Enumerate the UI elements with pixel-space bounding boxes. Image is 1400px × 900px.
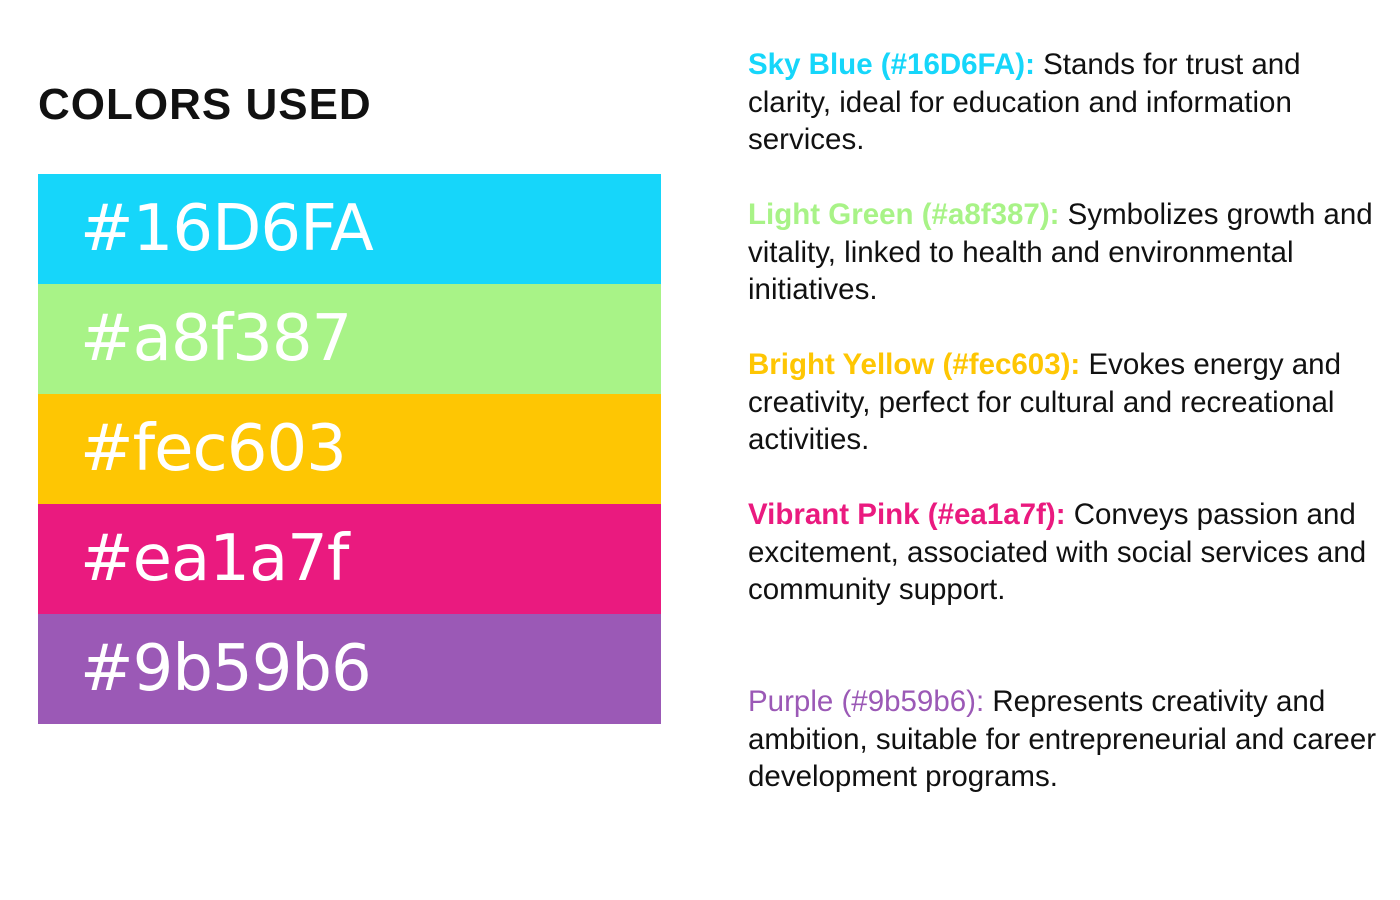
description-text: Stands for trust and clarity, ideal for … xyxy=(748,48,1301,156)
description-text: Represents creativity and ambition, suit… xyxy=(748,685,1377,793)
swatch-hex: #ea1a7f xyxy=(80,522,349,596)
swatch-sky-blue: #16D6FA xyxy=(38,174,661,284)
description-label: Purple (#9b59b6): xyxy=(748,685,985,718)
description-label: Sky Blue (#16D6FA): xyxy=(748,48,1035,81)
description-vibrant-pink: Vibrant Pink (#ea1a7f): Conveys passion … xyxy=(748,496,1388,609)
swatch-hex: #a8f387 xyxy=(80,302,352,376)
description-text: Symbolizes growth and vitality, linked t… xyxy=(748,198,1373,306)
description-label: Vibrant Pink (#ea1a7f): xyxy=(748,498,1066,531)
page-title: COLORS USED xyxy=(38,80,372,129)
swatch-purple: #9b59b6 xyxy=(38,614,661,724)
swatch-hex: #9b59b6 xyxy=(80,632,372,706)
description-text: Evokes energy and creativity, perfect fo… xyxy=(748,348,1341,456)
swatch-hex: #fec603 xyxy=(80,412,347,486)
swatch-hex: #16D6FA xyxy=(80,192,374,266)
description-text: Conveys passion and excitement, associat… xyxy=(748,498,1367,606)
description-light-green: Light Green (#a8f387): Symbolizes growth… xyxy=(748,196,1388,309)
description-bright-yellow: Bright Yellow (#fec603): Evokes energy a… xyxy=(748,346,1388,459)
description-label: Light Green (#a8f387): xyxy=(748,198,1060,231)
swatch-vibrant-pink: #ea1a7f xyxy=(38,504,661,614)
description-label: Bright Yellow (#fec603): xyxy=(748,348,1081,381)
color-swatch-list: #16D6FA #a8f387 #fec603 #ea1a7f #9b59b6 xyxy=(38,174,661,724)
description-sky-blue: Sky Blue (#16D6FA): Stands for trust and… xyxy=(748,46,1388,159)
swatch-bright-yellow: #fec603 xyxy=(38,394,661,504)
swatch-light-green: #a8f387 xyxy=(38,284,661,394)
description-purple: Purple (#9b59b6): Represents creativity … xyxy=(748,683,1388,796)
